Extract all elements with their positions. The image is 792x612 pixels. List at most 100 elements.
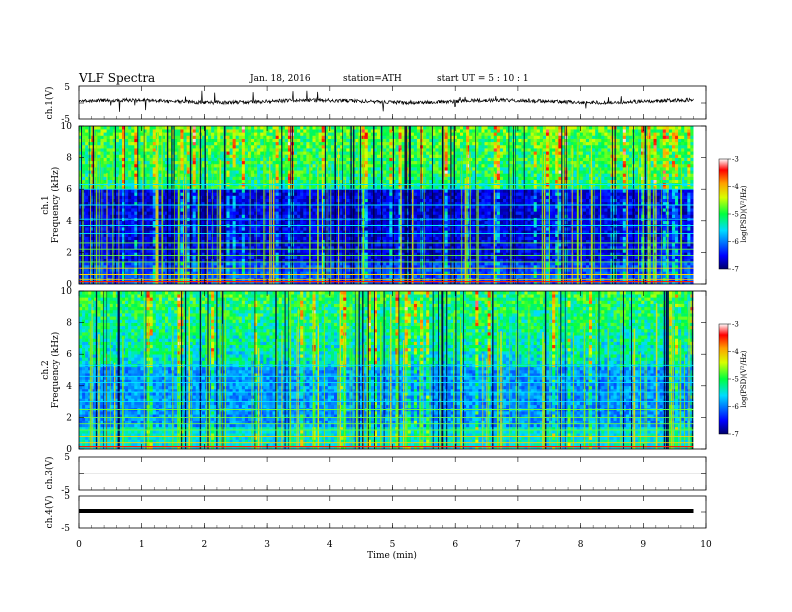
spec1-cell <box>128 170 132 174</box>
spec1-cell <box>238 141 243 146</box>
spec1-cell <box>318 233 323 237</box>
spec1-cell <box>238 211 243 215</box>
spec1-cell <box>131 205 135 209</box>
spec1-cell <box>106 265 111 269</box>
spec1-cell <box>112 255 117 260</box>
spec1-cell <box>168 126 172 130</box>
spec1-cell <box>168 167 172 171</box>
spec1-cell <box>383 242 387 247</box>
spec1-cell <box>257 179 261 184</box>
spec1-cell <box>330 141 335 146</box>
spec1-cell <box>346 205 350 209</box>
spec1-cell <box>284 163 289 168</box>
spec1-cell <box>88 265 92 269</box>
spec1-cell <box>238 179 243 184</box>
spec1-cell <box>330 179 335 184</box>
spec1-cell <box>131 154 135 158</box>
spec1-cell <box>149 138 154 143</box>
spec1-cell <box>254 138 258 143</box>
spec1-cell <box>364 255 369 260</box>
spec1-cell <box>377 233 381 237</box>
spec1-cell <box>211 154 215 158</box>
spec1-cell <box>367 129 372 133</box>
spec1-cell <box>131 274 135 278</box>
spec1-cell <box>103 271 107 275</box>
spec1-cell <box>112 268 117 272</box>
spec1-cell <box>367 268 372 272</box>
spec1-cell <box>180 154 184 158</box>
spec1-cell <box>134 151 138 155</box>
ch1-waveform-trace <box>78 90 694 112</box>
spec1-cell <box>340 160 344 165</box>
spec1-cell <box>109 280 114 285</box>
spec1-cell <box>238 154 243 158</box>
spec1-cell <box>180 173 184 177</box>
spec1-cell <box>260 151 264 155</box>
spec1-cell <box>287 255 292 260</box>
spec1-cell <box>232 227 236 231</box>
spec1-cell <box>364 205 369 209</box>
spec1-cell <box>330 205 335 209</box>
spec1-cell <box>82 151 86 155</box>
spec1-cell <box>214 148 218 152</box>
spec1-cell <box>134 198 138 203</box>
spec1-cell <box>364 170 369 174</box>
spec1-cell <box>346 129 350 133</box>
spec1-cell <box>82 205 86 209</box>
spec1-cell <box>330 249 335 253</box>
spec1-cell <box>263 132 267 136</box>
spec1-cell <box>312 192 316 196</box>
spec1-cell <box>309 138 313 143</box>
spec1-cell <box>168 176 172 181</box>
spec1-cell <box>364 274 369 278</box>
spec1-cell <box>82 189 86 193</box>
spec1-cell <box>235 233 240 237</box>
spec1-cell <box>85 186 89 190</box>
spec1-cell <box>235 157 240 162</box>
spec1-cell <box>118 195 123 199</box>
spec1-cell <box>269 141 273 146</box>
spec1-cell <box>337 132 341 136</box>
spec1-cell <box>247 160 252 165</box>
spec1-cell <box>103 268 107 272</box>
spec1-cell <box>340 255 344 260</box>
spec1-cell <box>318 167 323 171</box>
spec1-cell <box>128 205 132 209</box>
spec1-cell <box>340 170 344 174</box>
spec1-cell <box>118 189 123 193</box>
spec1-cell <box>79 176 83 181</box>
spec1-cell <box>82 195 86 199</box>
spec1-cell <box>79 233 83 237</box>
spec1-cell <box>85 126 89 130</box>
spec1-cell <box>257 135 261 139</box>
spec1-cell <box>146 208 150 212</box>
spec1-cell <box>303 148 307 152</box>
spec1-cell <box>383 261 387 266</box>
spec1-cell <box>257 192 261 196</box>
spec1-cell <box>118 242 123 247</box>
spec1-cell <box>383 274 387 278</box>
spec1-cell <box>238 132 243 136</box>
spec1-cell <box>309 144 313 149</box>
spec1-cell <box>112 236 117 241</box>
spec1-cell <box>232 132 236 136</box>
spec1-cell <box>183 132 187 136</box>
spec1-cell <box>118 151 123 155</box>
spec1-cell <box>303 205 307 209</box>
spec1-cell <box>131 208 135 212</box>
spec1-cell <box>275 148 279 152</box>
spec1-cell <box>232 179 236 184</box>
spec1-cell <box>275 274 279 278</box>
spec1-cell <box>364 249 369 253</box>
spec1-cell <box>85 179 89 184</box>
spec1-cell <box>232 261 236 266</box>
spec1-cell <box>134 261 138 266</box>
spec1-cell <box>226 261 230 266</box>
spec1-cell <box>327 144 332 149</box>
spec1-cell <box>346 261 350 266</box>
spec1-cell <box>303 167 307 171</box>
spec1-cell <box>149 249 154 253</box>
spec1-cell <box>149 179 154 184</box>
spec1-cell <box>241 154 246 158</box>
spec1-cell <box>103 126 107 130</box>
